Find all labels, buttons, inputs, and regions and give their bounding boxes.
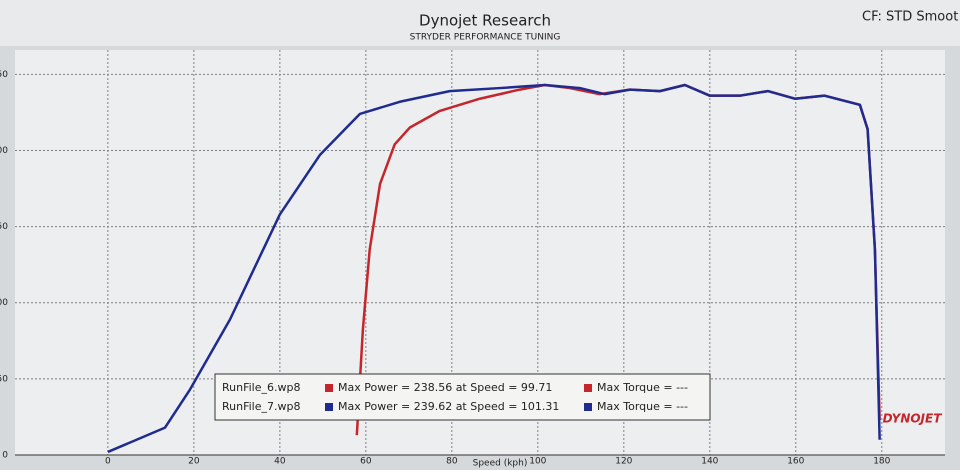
- x-tick-label: 180: [873, 457, 890, 467]
- y-tick-label: 200: [0, 146, 8, 156]
- y-tick-label: 250: [0, 70, 8, 80]
- lines: [107, 83, 881, 454]
- series-line: [107, 83, 881, 454]
- x-tick-label: 60: [360, 457, 372, 467]
- y-tick-label: 50: [0, 374, 8, 384]
- legend-summary: Max Torque = ---: [597, 400, 688, 413]
- legend-summary: Max Power = 239.62 at Speed = 101.31: [338, 400, 559, 413]
- legend-swatch: [325, 384, 333, 392]
- logo: DYNOJET: [883, 412, 943, 426]
- x-tick-label: 120: [615, 457, 632, 467]
- y-tick-label: 0: [2, 451, 8, 461]
- x-tick-label: 100: [529, 457, 546, 467]
- legend-label: RunFile_7.wp8: [222, 400, 300, 413]
- legend-summary: Max Power = 238.56 at Speed = 99.71: [338, 381, 552, 394]
- x-tick-label: 40: [274, 457, 286, 467]
- legend: RunFile_6.wp8 Max Power = 238.56 at Speed…: [214, 373, 711, 421]
- x-tick-label: 80: [446, 457, 458, 467]
- legend-swatch: [584, 384, 592, 392]
- chart-title: Dynojet Research: [419, 12, 551, 30]
- chart-subtitle: STRYDER PERFORMANCE TUNING: [410, 33, 561, 43]
- x-axis-label: Speed (kph): [473, 459, 528, 469]
- header: [0, 0, 960, 46]
- legend-box: [214, 373, 711, 421]
- y-tick-label: 150: [0, 222, 8, 232]
- x-tick-label: 160: [787, 457, 804, 467]
- legend-swatch: [584, 403, 592, 411]
- y-tick-label: 100: [0, 298, 8, 308]
- legend-swatch: [325, 403, 333, 411]
- legend-label: RunFile_6.wp8: [222, 381, 300, 394]
- x-tick-label: 0: [105, 457, 111, 467]
- x-tick-label: 20: [188, 457, 200, 467]
- correction-label: CF: STD Smoot: [862, 10, 958, 25]
- x-tick-label: 140: [701, 457, 718, 467]
- legend-summary: Max Torque = ---: [597, 381, 688, 394]
